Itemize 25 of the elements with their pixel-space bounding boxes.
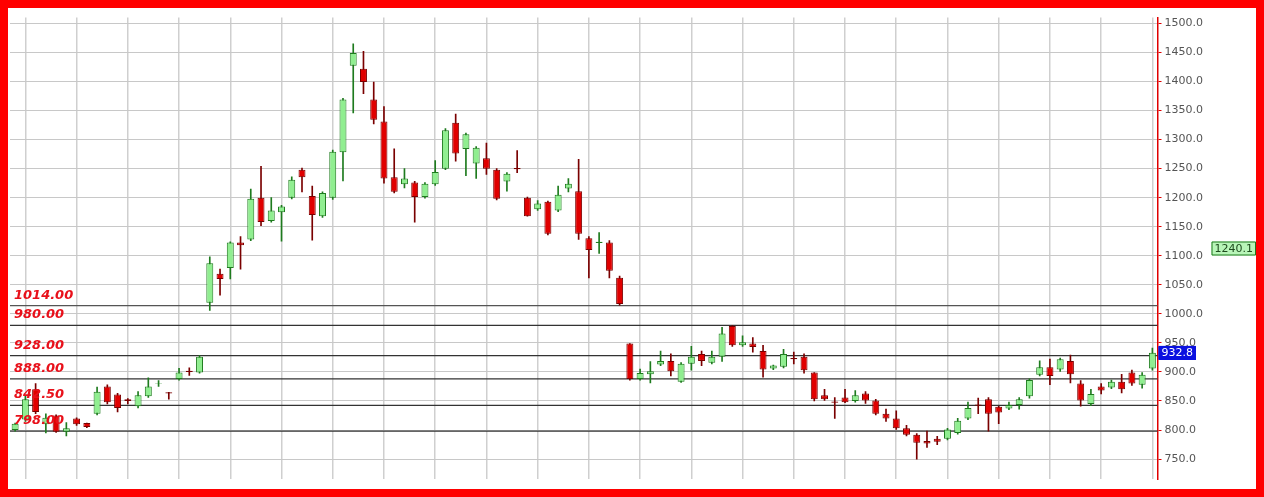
ref-line-label: 980.00: [14, 306, 65, 322]
text: 1240.1: [1214, 241, 1254, 255]
y-tick-label: 1000.0: [1164, 306, 1204, 320]
y-tick-label: 800.0: [1164, 422, 1197, 436]
y-tick-label: 1250.0: [1164, 161, 1204, 175]
y-tick-label: 850.0: [1164, 393, 1197, 407]
ref-line-label: 1014.00: [14, 286, 74, 302]
y-tick-label: 1300.0: [1164, 132, 1204, 146]
y-tick-label: 1200.0: [1164, 190, 1204, 204]
y-tick-label: 1150.0: [1164, 219, 1204, 233]
y-tick-label: 950.0: [1164, 335, 1197, 349]
candlestick: [349, 43, 357, 114]
y-tick-label: 1050.0: [1164, 277, 1204, 291]
y-tick-label: 750.0: [1164, 451, 1197, 465]
annotation: 932.8: [1161, 346, 1194, 360]
y-tick-label: 1400.0: [1164, 74, 1204, 88]
y-tick-label: 900.0: [1164, 364, 1197, 378]
candlestick: [216, 268, 224, 296]
ref-line-label: 928.00: [14, 336, 65, 352]
y-tick-label: 1350.0: [1164, 103, 1204, 117]
candlestick: [749, 337, 757, 353]
y-tick-label: 1450.0: [1164, 45, 1204, 59]
ref-line-label: 888.00: [14, 359, 65, 375]
y-tick-label: 1500.0: [1164, 16, 1204, 30]
y-tick-label: 1100.0: [1164, 248, 1204, 262]
